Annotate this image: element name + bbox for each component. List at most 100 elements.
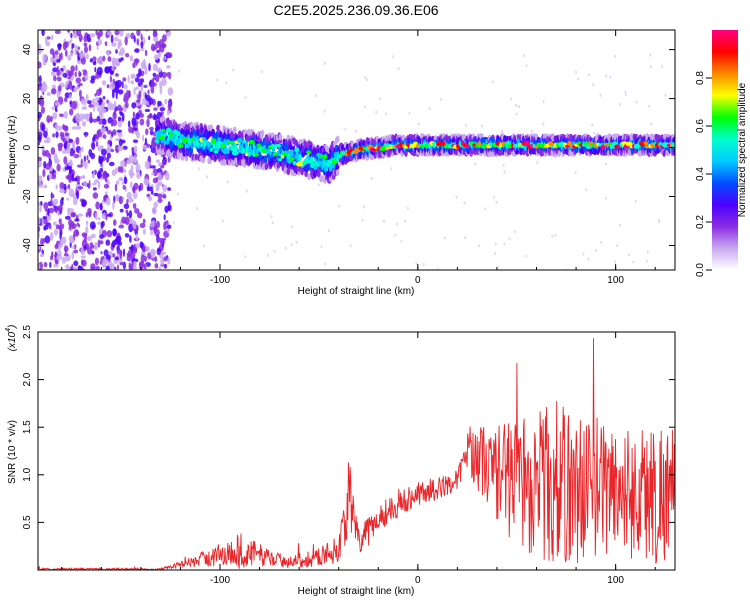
spectrogram-noise-cell [110, 120, 114, 127]
spectrogram-noise-cell [154, 256, 158, 263]
spectrogram-noise-cell [54, 260, 59, 265]
spectrogram-noise-cell [77, 181, 80, 185]
colorbar-tick-label: 0.8 [695, 71, 706, 85]
spectrogram-band-cell [161, 115, 166, 123]
spectrogram-noise-cell [84, 74, 89, 81]
spectrogram-ridge-cell [181, 138, 189, 143]
spectrogram-noise-cell [78, 70, 81, 78]
spectrogram-ridge-cell [185, 143, 191, 149]
spectrogram-y-label: Frequency (Hz) [7, 116, 18, 185]
spectrogram-faint-cell [324, 262, 327, 266]
spectrogram-faint-cell [198, 167, 201, 171]
spectrogram-noise-cell [122, 77, 127, 82]
spectrogram-noise-cell [95, 201, 100, 210]
spectrogram-noise-cell [73, 260, 79, 267]
spectrogram-faint-cell [290, 225, 293, 229]
spectrogram-noise-cell [89, 111, 93, 120]
spectrogram-faint-cell [317, 183, 320, 187]
spectrogram-noise-cell [112, 200, 115, 210]
spectrogram-noise-cell [63, 111, 68, 119]
spectrogram-noise-cell [38, 226, 41, 232]
spectrogram-ridge-cell [564, 144, 570, 148]
spectrogram-noise-cell [49, 231, 54, 241]
spectrogram-noise-cell [136, 30, 141, 36]
spectrogram-faint-cell [525, 64, 528, 68]
spectrogram-noise-cell [68, 174, 73, 183]
spectrogram-faint-cell [284, 246, 287, 250]
spectrogram-noise-cell [56, 253, 62, 261]
spectrogram-noise-cell [164, 98, 168, 105]
spectrogram-noise-cell [85, 225, 89, 235]
spectrogram-noise-cell [117, 104, 122, 112]
spectrogram-ridge-cell [643, 141, 648, 146]
spectrogram-noise-cell [126, 212, 129, 217]
spectrogram-band-cell [194, 153, 199, 161]
spectrogram-noise-cell [130, 32, 135, 40]
spectrogram-noise-cell [95, 141, 99, 147]
spectrogram-faint-cell [551, 234, 554, 238]
spectrogram-noise-cell [46, 36, 51, 40]
spectrogram-noise-cell [54, 107, 57, 112]
spectrogram-ridge-cell [165, 127, 172, 133]
spectrogram-faint-cell [542, 100, 545, 104]
spectrogram-noise-cell [50, 71, 56, 76]
spectrogram-noise-cell [39, 98, 45, 107]
spectrogram-noise-cell [101, 118, 107, 125]
spectrogram-noise-cell [110, 34, 114, 44]
spectrogram-faint-cell [503, 242, 506, 246]
spectrogram-ridge-cell [231, 150, 239, 156]
spectrogram-faint-cell [515, 104, 518, 107]
spectrogram-noise-cell [66, 197, 69, 201]
spectrogram-noise-cell [147, 89, 150, 95]
spectrogram-noise-cell [84, 46, 88, 54]
spectrogram-noise-cell [114, 36, 119, 42]
spectrogram-noise-cell [124, 101, 129, 109]
spectrogram-faint-cell [365, 78, 368, 82]
spectrogram-noise-cell [151, 172, 155, 176]
spectrogram-faint-cell [327, 229, 330, 233]
spectrogram-faint-cell [491, 80, 494, 84]
spectrogram-noise-cell [129, 218, 134, 224]
spectrogram-faint-cell [628, 253, 631, 257]
spectrogram-faint-cell [604, 196, 607, 200]
spectrogram-noise-cell [117, 89, 124, 95]
spectrogram-noise-cell [92, 137, 95, 142]
spectrogram-noise-cell [145, 246, 150, 252]
spectrogram-faint-cell [364, 75, 367, 79]
spectrogram-noise-cell [59, 232, 62, 240]
spectrogram-noise-cell [167, 102, 172, 111]
spectrogram-noise-cell [152, 63, 158, 72]
spectrogram-faint-cell [422, 262, 425, 266]
spectrogram-noise-cell [45, 162, 52, 170]
spectrogram-noise-cell [81, 98, 85, 105]
spectrogram-noise-cell [95, 212, 98, 221]
spectrogram-noise-cell [129, 55, 134, 62]
spectrogram-band-cell [298, 154, 302, 161]
spectrogram-faint-cell [595, 249, 597, 252]
spectrogram-noise-cell [129, 235, 132, 243]
spectrogram-faint-cell [574, 70, 577, 74]
spectrogram-faint-cell [587, 257, 590, 261]
spectrogram-noise-cell [91, 250, 95, 255]
spectrogram-band-cell [245, 135, 250, 143]
spectrogram-ridge-cell [548, 141, 554, 147]
spectrogram-noise-cell [132, 62, 136, 69]
spectrogram-noise-cell [165, 30, 170, 33]
spectrogram-noise-cell [56, 163, 61, 172]
spectrogram-noise-cell [133, 87, 136, 95]
spectrogram-noise-cell [128, 223, 134, 233]
spectrogram-noise-cell [46, 115, 51, 124]
spectrogram-noise-cell [142, 228, 146, 235]
spectrogram-noise-cell [153, 30, 157, 36]
spectrogram-faint-cell [599, 93, 602, 97]
spectrogram-noise-cell [54, 101, 61, 106]
spectrogram-noise-cell [117, 38, 122, 48]
spectrogram-noise-cell [157, 193, 163, 199]
spectrogram-noise-cell [50, 88, 57, 95]
spectrogram-noise-cell [89, 242, 94, 248]
spectrogram-cells [38, 30, 675, 270]
spectrogram-noise-cell [50, 115, 53, 123]
spectrogram-noise-cell [122, 248, 126, 257]
spectrogram-noise-cell [122, 196, 125, 201]
spectrogram-noise-cell [159, 44, 165, 53]
